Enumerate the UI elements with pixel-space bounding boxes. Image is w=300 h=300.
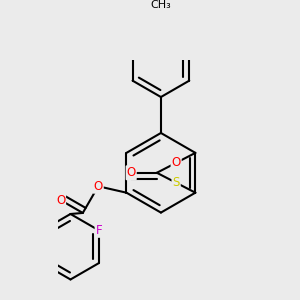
- Text: O: O: [56, 194, 65, 207]
- Text: O: O: [172, 156, 181, 169]
- Text: O: O: [94, 180, 103, 193]
- Text: O: O: [127, 166, 136, 179]
- Text: CH₃: CH₃: [151, 0, 171, 10]
- Text: S: S: [172, 176, 180, 189]
- Text: F: F: [95, 224, 102, 237]
